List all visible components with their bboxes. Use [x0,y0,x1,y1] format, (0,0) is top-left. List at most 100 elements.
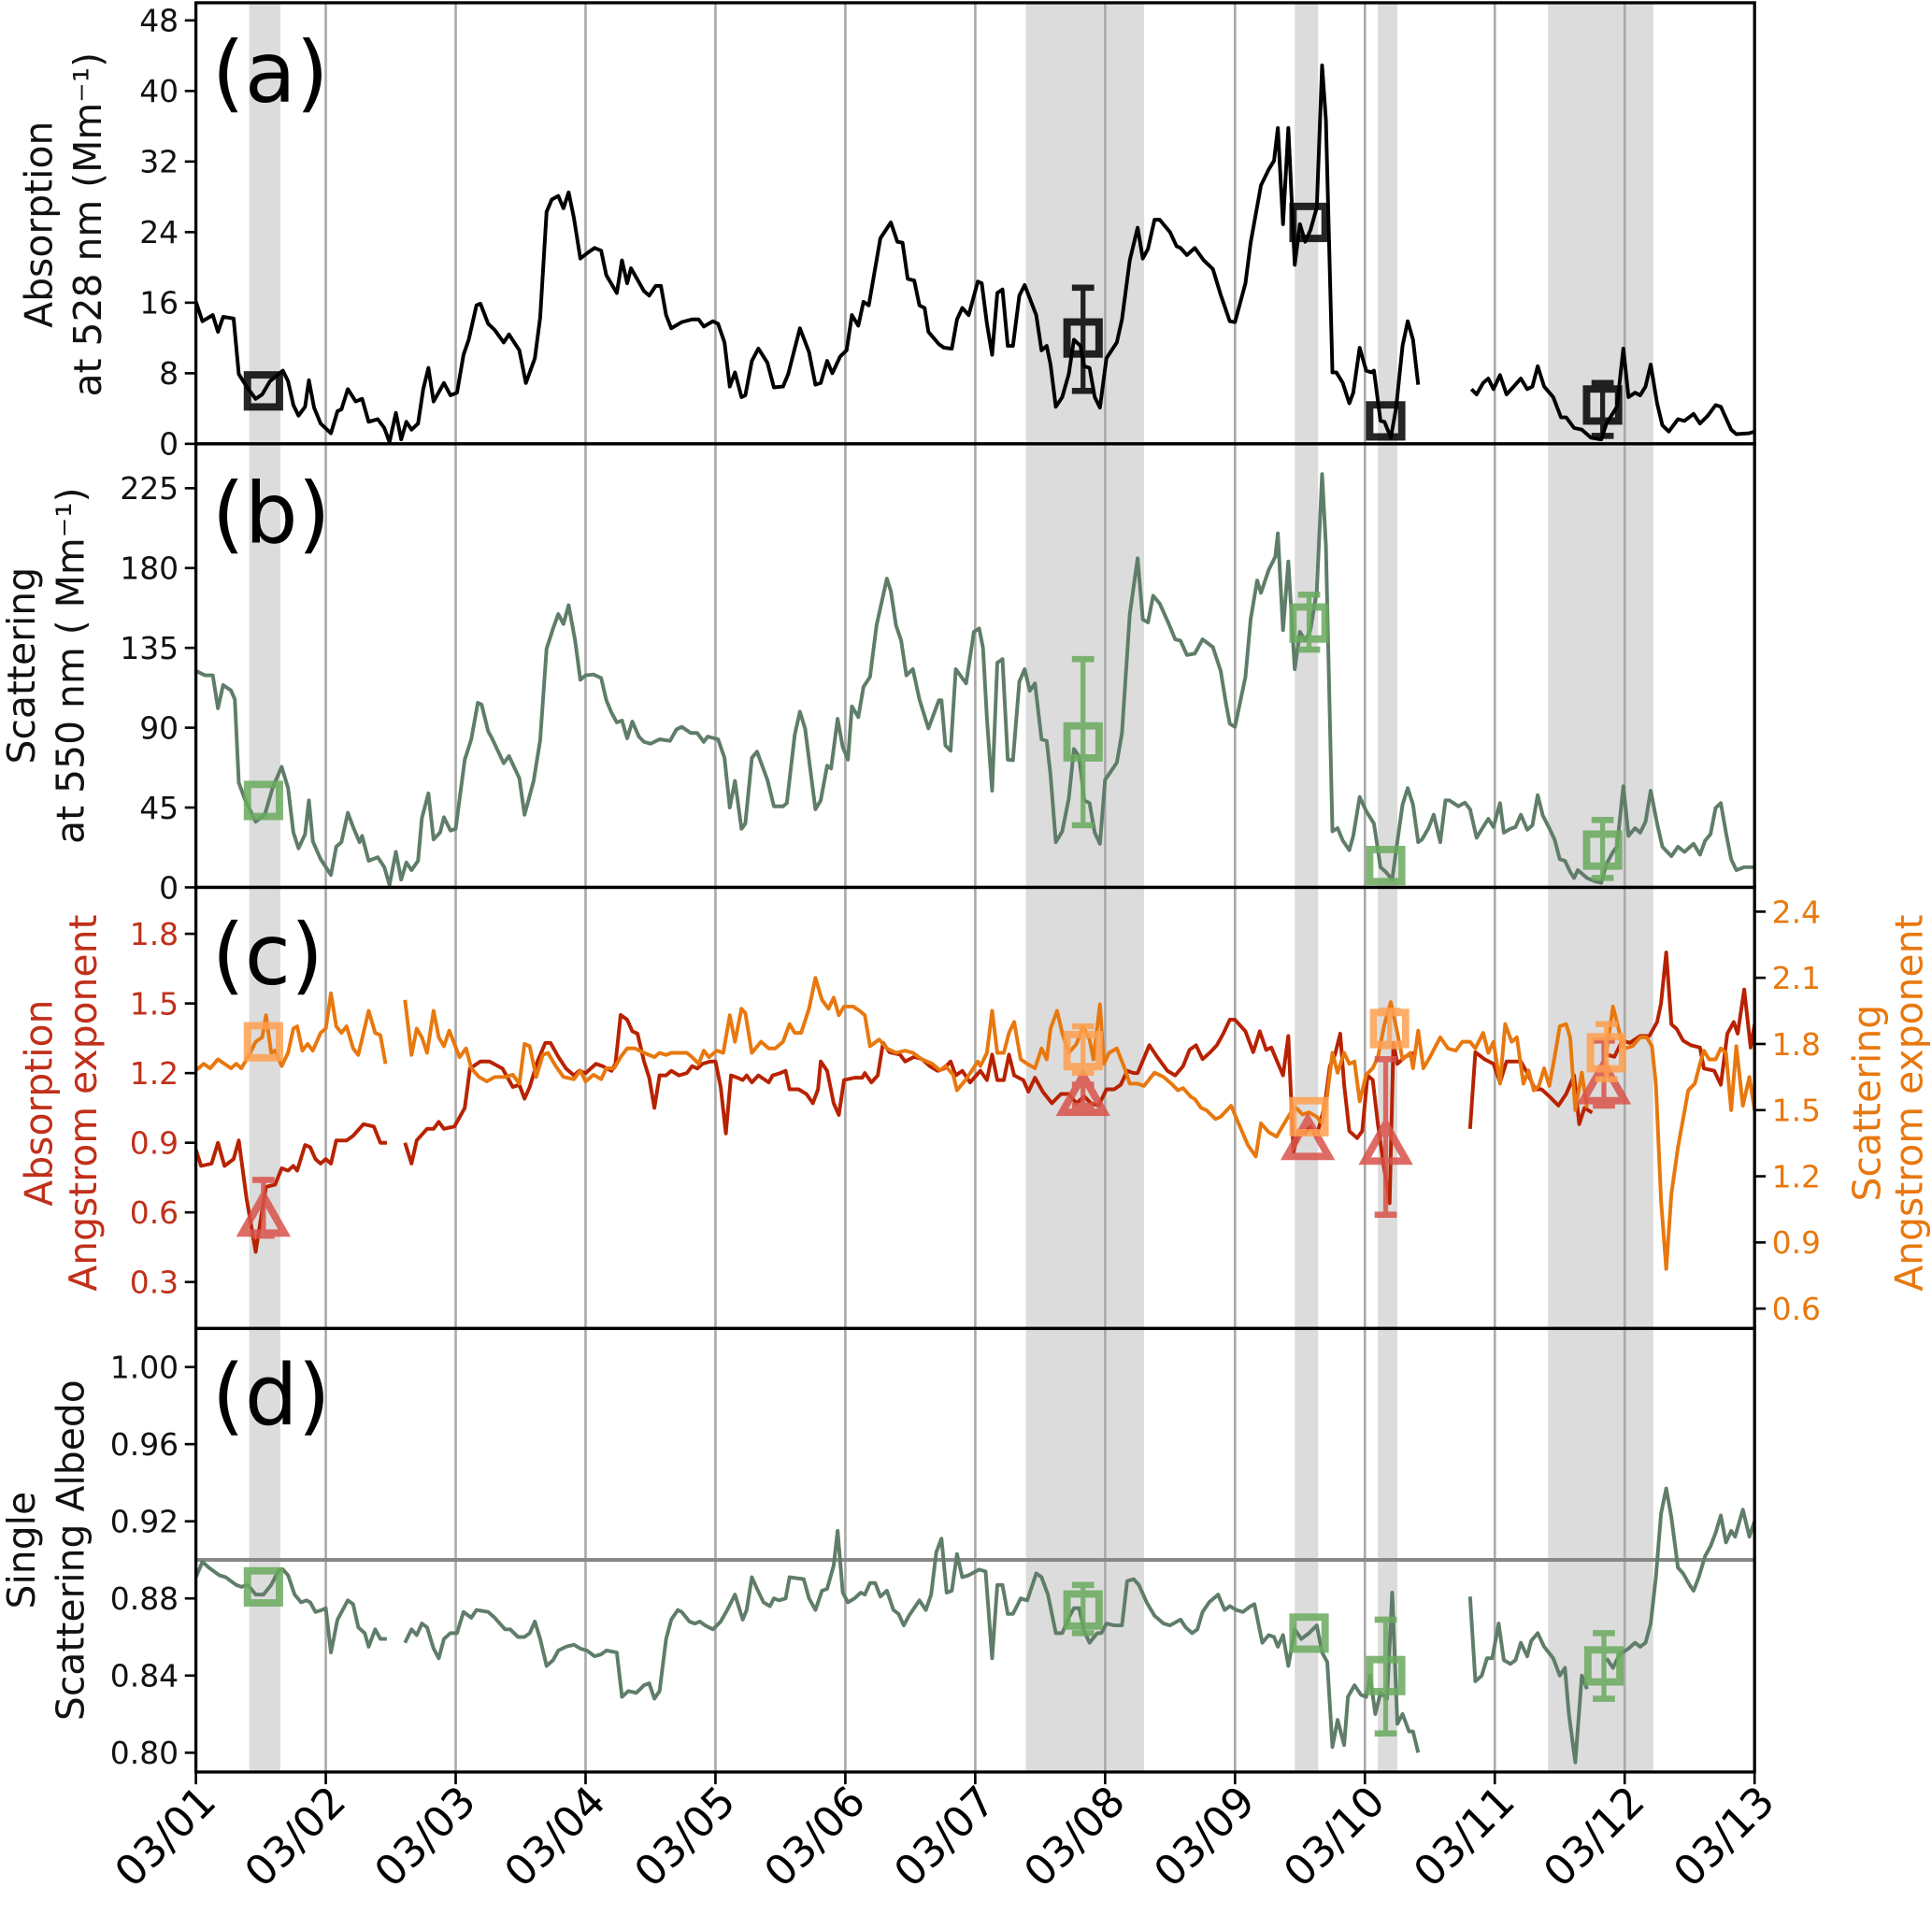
panel-c-plot-area [195,951,1755,1271]
y-tick-label: 8 [159,355,179,392]
x-tick-label: 03/09 [1144,1777,1265,1897]
marker-square [1289,591,1329,653]
x-tick-label: 03/01 [105,1777,225,1897]
series-line-single-scattering-albedo [195,1560,387,1655]
square-marker [243,371,283,411]
y-tick-label: 0.80 [110,1735,179,1771]
x-tick-label: 03/03 [365,1777,485,1897]
y-tick-label: 0.3 [130,1265,179,1301]
plot-content [195,63,1755,1765]
y-tick-label: 135 [120,630,179,666]
x-axis: 03/01 03/02 03/03 03/04 03/05 03/06 03/07 03/08… [105,1771,1784,1897]
panel-c-ylabel-right: Scattering [1845,1005,1890,1202]
panel-b-plot-area [195,472,1755,887]
panel-frames: 0 8 16 24 32 40 48 0 45 90 135 180 225 0.3 0.6 0.9 1.2 1.… [110,1,1821,1774]
marker-square [243,1566,283,1607]
series-line-absorption-angstrom-exponent [195,1122,387,1254]
y-tick-label-right: 1.5 [1772,1093,1821,1129]
y-tick-label: 16 [139,285,179,322]
panel-b [195,472,1755,887]
x-tick-label: 03/06 [754,1777,875,1897]
panel-b-ylabel-2: at 550 nm ( Mm⁻¹) [49,487,93,844]
panel-b-ylabel: Scattering [0,567,44,765]
panel-d-plot-area [195,1486,1755,1765]
marker-square [1366,401,1406,441]
x-tick-label: 03/11 [1404,1777,1524,1897]
marker-square [1289,1613,1329,1653]
square-marker [1586,1033,1626,1073]
series-line-single-scattering-albedo [1605,1486,1755,1670]
series-line-scattering-angstrom-exponent [403,976,1589,1159]
y-tick-label: 180 [120,550,179,587]
panel-c-ylabel-left: Absorption [16,1000,61,1207]
marker-square [1289,202,1329,243]
series-line-absorption-528-nm [195,63,1421,444]
panel-d-label: (d) [212,1348,331,1445]
panel-c-ylabel-right-2: Angstrom exponent [1886,915,1931,1292]
square-marker [1582,830,1623,870]
x-tick-label: 03/08 [1014,1777,1135,1897]
series-line-scattering-angstrom-exponent [1604,1004,1755,1271]
x-tick-label: 03/10 [1274,1777,1395,1897]
y-tick-label: 24 [139,214,179,250]
y-tick-label-right: 2.4 [1772,894,1821,930]
marker-square [1369,1008,1410,1050]
panel-b-label: (b) [212,465,331,563]
y-tick-label: 45 [139,790,179,826]
x-tick-label: 03/07 [884,1777,1005,1897]
panel-a-label: (a) [212,24,329,122]
square-marker [1366,401,1406,441]
y-tick-label-right: 1.8 [1772,1026,1821,1063]
panel-a-ylabel-2: at 528 nm (Mm⁻¹) [65,52,110,397]
marker-square [1582,817,1623,881]
triangle-marker [236,1188,292,1237]
y-tick-label: 0.92 [110,1504,179,1540]
square-marker [1582,385,1623,425]
panel-c-label: (c) [212,907,323,1004]
panel-a-ylabel: Absorption [16,122,61,328]
marker-triangle [236,1177,292,1239]
y-tick-label: 1.00 [110,1350,179,1386]
marker-triangle [1055,1067,1110,1117]
x-tick-label: 03/02 [235,1777,355,1897]
y-tick-label: 1.5 [130,986,179,1022]
y-tick-label-right: 2.1 [1772,960,1821,996]
x-tick-label: 03/04 [494,1777,615,1897]
marker-square [1063,1022,1103,1076]
marker-triangle [1358,1055,1413,1218]
series-line-single-scattering-albedo [403,1528,1421,1753]
y-tick-label: 0.9 [130,1125,179,1162]
y-tick-label: 1.2 [130,1055,179,1092]
series-line-absorption-528-nm [1469,347,1755,442]
square-marker [1063,318,1103,358]
marker-square [1063,655,1103,829]
panel-a [195,63,1755,444]
square-marker [1369,1008,1410,1049]
y-tick-label: 225 [120,470,179,507]
panel-a-ylabel-line1: Absorption [16,122,61,328]
y-tick-label: 0 [159,426,179,463]
y-tick-label: 0.6 [130,1194,179,1231]
panel-d-ylabel-2: Scattering Albedo [49,1380,93,1721]
square-marker [243,780,283,821]
marker-square [1583,1630,1624,1702]
y-tick-label: 48 [139,3,179,39]
square-marker [1583,1646,1624,1686]
x-tick-label: 03/12 [1534,1777,1654,1897]
y-tick-label: 32 [139,144,179,180]
square-marker [1366,1655,1406,1695]
square-marker [1063,722,1103,762]
marker-triangle [1280,1111,1336,1161]
series-line-absorption-angstrom-exponent [403,1013,1417,1206]
marker-square [1582,379,1623,439]
y-tick-label: 0.84 [110,1658,179,1694]
y-tick-label: 40 [139,73,179,109]
square-marker [243,1022,283,1062]
marker-square [1586,1021,1626,1083]
square-marker [1289,603,1329,643]
marker-square [1366,846,1406,886]
marker-square [243,1022,283,1062]
panel-c [195,951,1755,1271]
panel-d-ylabel: Single [0,1492,44,1609]
